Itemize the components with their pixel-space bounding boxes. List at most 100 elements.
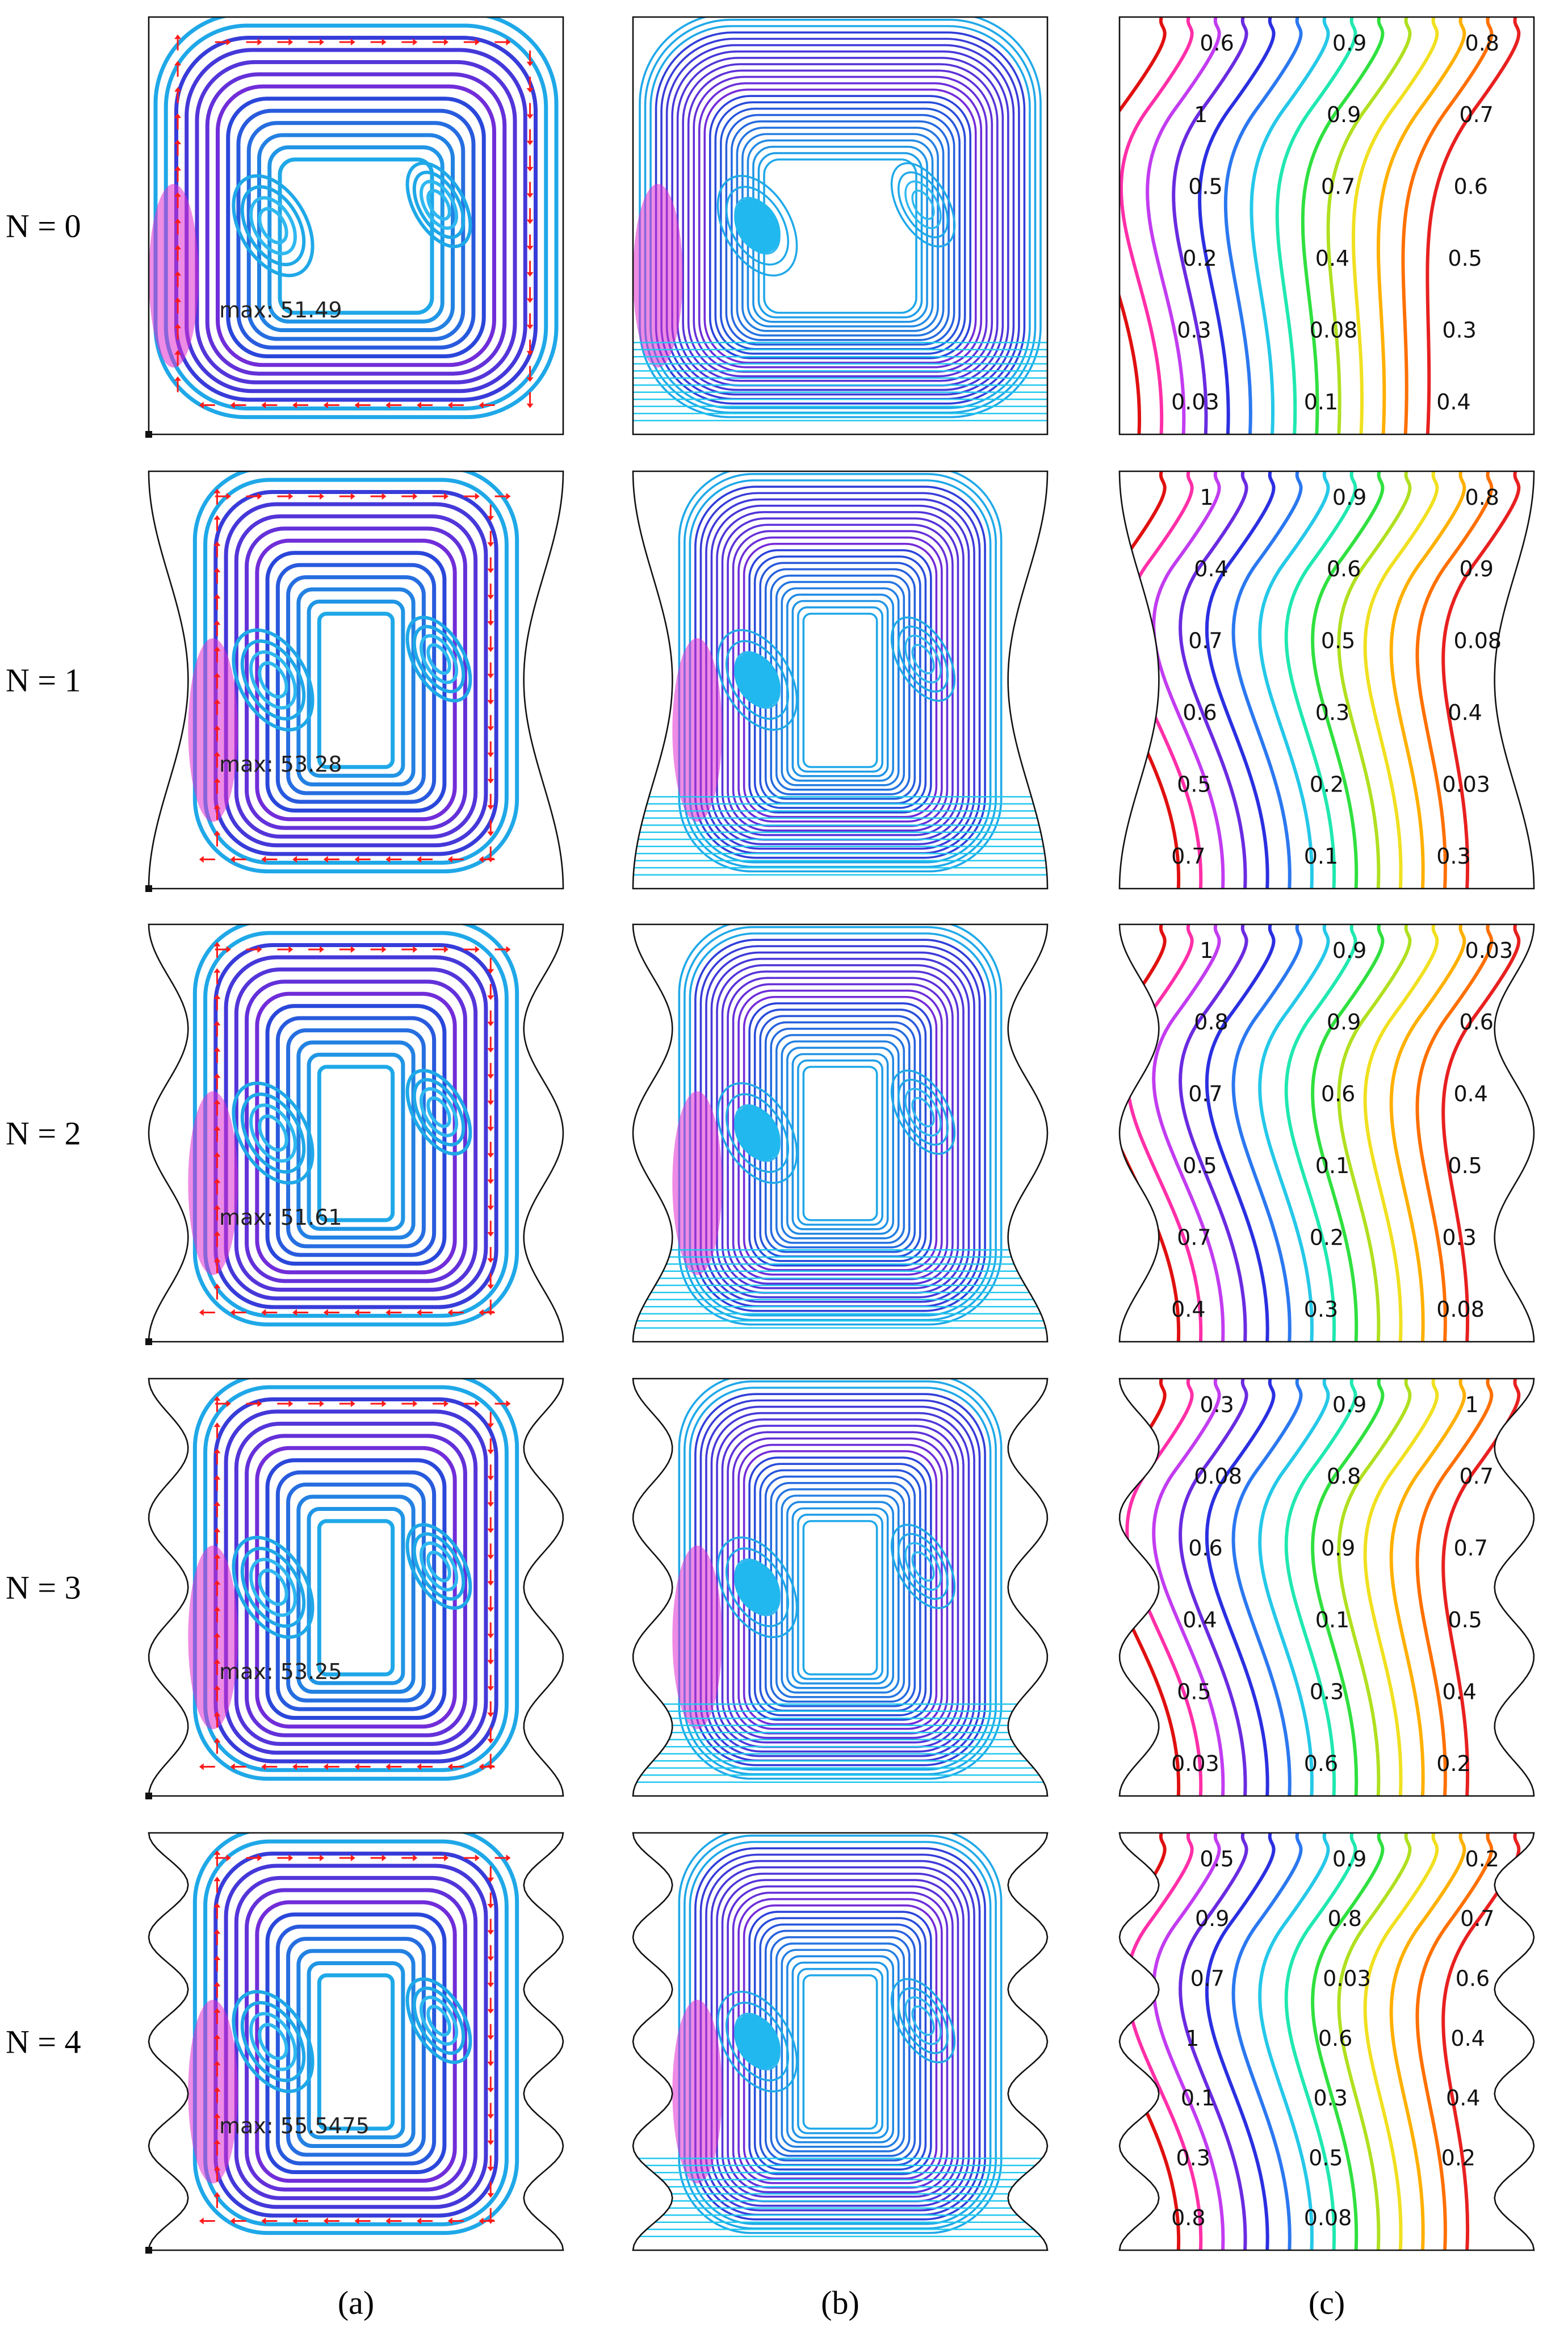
arrow-head bbox=[261, 1309, 266, 1316]
isotherm bbox=[1284, 924, 1357, 1342]
panel-a-streamlines-vectors: max: 53.28 bbox=[145, 470, 564, 892]
isotherm-label: 0.1 bbox=[1315, 1153, 1349, 1178]
streamline bbox=[307, 1506, 405, 1685]
arrow-head bbox=[479, 1309, 484, 1316]
hot-region bbox=[188, 1546, 238, 1730]
vortex-core bbox=[716, 1082, 798, 1184]
isotherm-label: 0.6 bbox=[1188, 1536, 1222, 1561]
isotherm-label: 0.7 bbox=[1171, 844, 1205, 869]
vortex-core bbox=[412, 625, 466, 693]
isotherm bbox=[1301, 17, 1385, 434]
arrow-head bbox=[417, 401, 422, 409]
arrow-head bbox=[385, 1763, 391, 1770]
arrow-head bbox=[213, 830, 221, 835]
cavity-outline bbox=[1118, 16, 1535, 436]
streamline bbox=[286, 1028, 426, 1249]
isotherm-label: 0.9 bbox=[1321, 1536, 1355, 1561]
streamline bbox=[307, 1052, 405, 1231]
streamline bbox=[802, 1974, 878, 2130]
isotherm-label: 0.7 bbox=[1453, 1536, 1487, 1561]
isotherm bbox=[1205, 471, 1276, 889]
arrow-head bbox=[213, 804, 221, 809]
arrow-head bbox=[213, 941, 221, 947]
arrow-head bbox=[487, 2193, 494, 2198]
arrow-head bbox=[213, 1047, 221, 1052]
arrow-head bbox=[506, 39, 511, 46]
isotherm bbox=[1326, 17, 1412, 434]
vortex-core bbox=[725, 1093, 790, 1173]
vortex-core bbox=[904, 1542, 942, 1591]
isotherm bbox=[1250, 17, 1330, 434]
vortex-core bbox=[911, 1097, 935, 1128]
streamline bbox=[682, 63, 999, 382]
arrow-head bbox=[350, 493, 355, 500]
isotherm-label: 0.9 bbox=[1327, 1010, 1361, 1035]
arrow-head bbox=[292, 401, 297, 409]
vortex-core bbox=[904, 634, 942, 684]
vortex-core bbox=[716, 1536, 798, 1638]
arrow-head bbox=[487, 542, 494, 547]
isotherm bbox=[1415, 1379, 1494, 1796]
arrow-head bbox=[323, 1309, 328, 1316]
arrow-head bbox=[213, 1178, 221, 1183]
streamline bbox=[245, 526, 467, 830]
arrow-head bbox=[385, 856, 391, 863]
arrow-head bbox=[487, 1660, 494, 1665]
panel-b-streamlines bbox=[632, 470, 1049, 890]
isotherm-label: 0.5 bbox=[1200, 1847, 1234, 1871]
vortex-core bbox=[258, 1114, 288, 1152]
streamline bbox=[245, 1888, 467, 2192]
isotherm bbox=[1311, 471, 1385, 889]
arrow-head bbox=[213, 1501, 221, 1506]
isotherm bbox=[1363, 1379, 1439, 1796]
arrow-head bbox=[213, 2139, 221, 2145]
arrow-head bbox=[475, 1400, 480, 1408]
streamline bbox=[714, 101, 966, 355]
isotherm-label: 0.4 bbox=[1315, 246, 1349, 271]
isotherm bbox=[1152, 1379, 1225, 1796]
arrow-head bbox=[487, 1555, 494, 1560]
streamline bbox=[317, 1519, 395, 1677]
arrow-head bbox=[526, 245, 534, 250]
isotherm bbox=[1415, 924, 1494, 1342]
isotherm-label: 0.5 bbox=[1177, 772, 1211, 797]
arrow-head bbox=[213, 1152, 221, 1157]
isotherm-label: 0.9 bbox=[1195, 1906, 1229, 1931]
isotherm bbox=[1376, 17, 1466, 434]
isotherm-label: 0.3 bbox=[1315, 700, 1349, 725]
isotherm-label: 0.08 bbox=[1453, 629, 1502, 654]
vortex-core bbox=[249, 1103, 297, 1163]
arrow-head bbox=[506, 1854, 511, 1862]
streamline bbox=[708, 95, 972, 359]
arrow-head bbox=[213, 1711, 221, 1716]
isotherm bbox=[1152, 1833, 1225, 2250]
arrow-head bbox=[350, 946, 355, 953]
isotherm bbox=[1363, 924, 1439, 1342]
arrow-head bbox=[213, 1283, 221, 1288]
isotherm bbox=[1146, 17, 1221, 434]
row-label: N = 2 bbox=[6, 1115, 81, 1152]
max-velocity-label: max: 51.61 bbox=[219, 1205, 342, 1230]
arrow-head bbox=[354, 1309, 359, 1316]
isotherm-label: 0.9 bbox=[1332, 485, 1366, 510]
arrow-head bbox=[479, 401, 484, 409]
vortex-core bbox=[412, 1078, 466, 1146]
arrow-head bbox=[487, 1712, 494, 1718]
arrow-head bbox=[213, 646, 221, 651]
streamline bbox=[721, 970, 959, 1289]
streamline bbox=[317, 1973, 395, 2131]
vortex-core bbox=[426, 1550, 451, 1582]
cavity-outline bbox=[148, 923, 564, 1343]
arrow-head bbox=[288, 1854, 294, 1862]
isotherm-label: 0.7 bbox=[1177, 1225, 1211, 1250]
isotherm-label: 0.5 bbox=[1448, 246, 1482, 271]
arrow-head bbox=[174, 350, 182, 355]
row-label: N = 4 bbox=[6, 2024, 81, 2061]
arrow-head bbox=[213, 994, 221, 999]
streamline bbox=[736, 127, 945, 337]
arrow-head bbox=[213, 1099, 221, 1104]
cavity-outline bbox=[148, 1377, 564, 1797]
vortex-core bbox=[405, 1977, 472, 2065]
